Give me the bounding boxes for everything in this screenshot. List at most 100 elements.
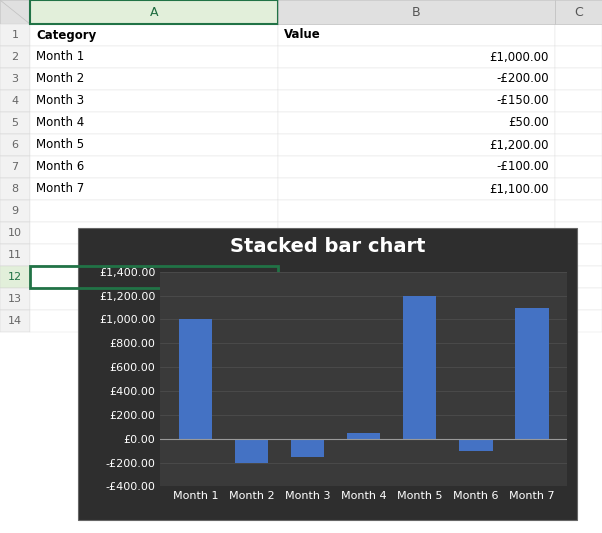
- Bar: [30, 222, 278, 244]
- Bar: [30, 288, 278, 310]
- Text: 3: 3: [11, 74, 19, 84]
- Text: 7: 7: [11, 162, 19, 172]
- Text: 13: 13: [8, 294, 22, 304]
- Text: A: A: [150, 5, 158, 19]
- Bar: [0, 0, 30, 24]
- Bar: [278, 156, 555, 178]
- Text: Stacked bar chart: Stacked bar chart: [230, 238, 425, 256]
- Text: Category: Category: [36, 28, 96, 42]
- Bar: [278, 288, 555, 310]
- Text: C: C: [574, 5, 583, 19]
- Bar: [30, 244, 278, 266]
- Bar: [30, 200, 278, 222]
- Text: £1,000.00: £1,000.00: [489, 51, 549, 63]
- Bar: [278, 46, 555, 68]
- Bar: [0, 200, 30, 222]
- Bar: [30, 46, 278, 68]
- Bar: [459, 439, 492, 450]
- Bar: [555, 90, 602, 112]
- Text: 9: 9: [11, 206, 19, 216]
- Text: Month 4: Month 4: [36, 117, 84, 130]
- Text: Month 3: Month 3: [36, 94, 84, 108]
- Bar: [555, 24, 602, 46]
- Bar: [555, 244, 602, 266]
- Bar: [0, 68, 30, 90]
- Bar: [30, 266, 278, 288]
- Text: Month 6: Month 6: [36, 160, 84, 174]
- Bar: [555, 0, 602, 24]
- Text: Month 7: Month 7: [36, 182, 84, 196]
- Bar: [403, 296, 436, 439]
- Bar: [347, 433, 380, 439]
- Bar: [78, 228, 577, 520]
- Bar: [278, 222, 555, 244]
- Bar: [291, 439, 324, 457]
- Text: 2: 2: [11, 52, 19, 62]
- Bar: [30, 310, 278, 332]
- Text: B: B: [412, 5, 421, 19]
- Bar: [179, 319, 213, 439]
- Bar: [555, 288, 602, 310]
- Bar: [278, 0, 555, 24]
- Text: 14: 14: [8, 316, 22, 326]
- Bar: [278, 90, 555, 112]
- Text: 10: 10: [8, 228, 22, 238]
- Text: 4: 4: [11, 96, 19, 106]
- Bar: [0, 222, 30, 244]
- Bar: [278, 112, 555, 134]
- Bar: [0, 90, 30, 112]
- Bar: [0, 244, 30, 266]
- Bar: [30, 112, 278, 134]
- Text: 6: 6: [11, 140, 19, 150]
- Bar: [0, 24, 30, 46]
- Text: Value: Value: [284, 28, 321, 42]
- Bar: [30, 178, 278, 200]
- Bar: [555, 156, 602, 178]
- Bar: [555, 46, 602, 68]
- Text: -£200.00: -£200.00: [497, 72, 549, 85]
- Bar: [555, 310, 602, 332]
- Bar: [0, 178, 30, 200]
- Text: 1: 1: [11, 30, 19, 40]
- Bar: [235, 439, 268, 463]
- Bar: [0, 310, 30, 332]
- Bar: [555, 178, 602, 200]
- Text: -£150.00: -£150.00: [497, 94, 549, 108]
- Bar: [555, 112, 602, 134]
- Text: Month 2: Month 2: [36, 72, 84, 85]
- Text: £50.00: £50.00: [508, 117, 549, 130]
- Bar: [278, 68, 555, 90]
- Text: £1,200.00: £1,200.00: [489, 139, 549, 151]
- Text: Month 1: Month 1: [36, 51, 84, 63]
- Bar: [0, 134, 30, 156]
- Bar: [30, 24, 278, 46]
- Bar: [555, 134, 602, 156]
- Text: 8: 8: [11, 184, 19, 194]
- Bar: [30, 134, 278, 156]
- Text: -£100.00: -£100.00: [497, 160, 549, 174]
- Bar: [555, 68, 602, 90]
- Bar: [30, 156, 278, 178]
- Bar: [278, 200, 555, 222]
- Bar: [30, 68, 278, 90]
- Bar: [515, 308, 548, 439]
- Bar: [30, 90, 278, 112]
- Text: 11: 11: [8, 250, 22, 260]
- Bar: [0, 266, 30, 288]
- Bar: [0, 112, 30, 134]
- Text: 12: 12: [8, 272, 22, 282]
- Bar: [555, 222, 602, 244]
- Bar: [278, 24, 555, 46]
- Bar: [278, 310, 555, 332]
- Text: 5: 5: [11, 118, 19, 128]
- Bar: [278, 134, 555, 156]
- Bar: [30, 266, 278, 288]
- Text: Month 5: Month 5: [36, 139, 84, 151]
- Bar: [0, 156, 30, 178]
- Bar: [278, 178, 555, 200]
- Bar: [30, 0, 278, 24]
- Bar: [278, 244, 555, 266]
- Bar: [555, 266, 602, 288]
- Bar: [278, 266, 555, 288]
- Text: £1,100.00: £1,100.00: [489, 182, 549, 196]
